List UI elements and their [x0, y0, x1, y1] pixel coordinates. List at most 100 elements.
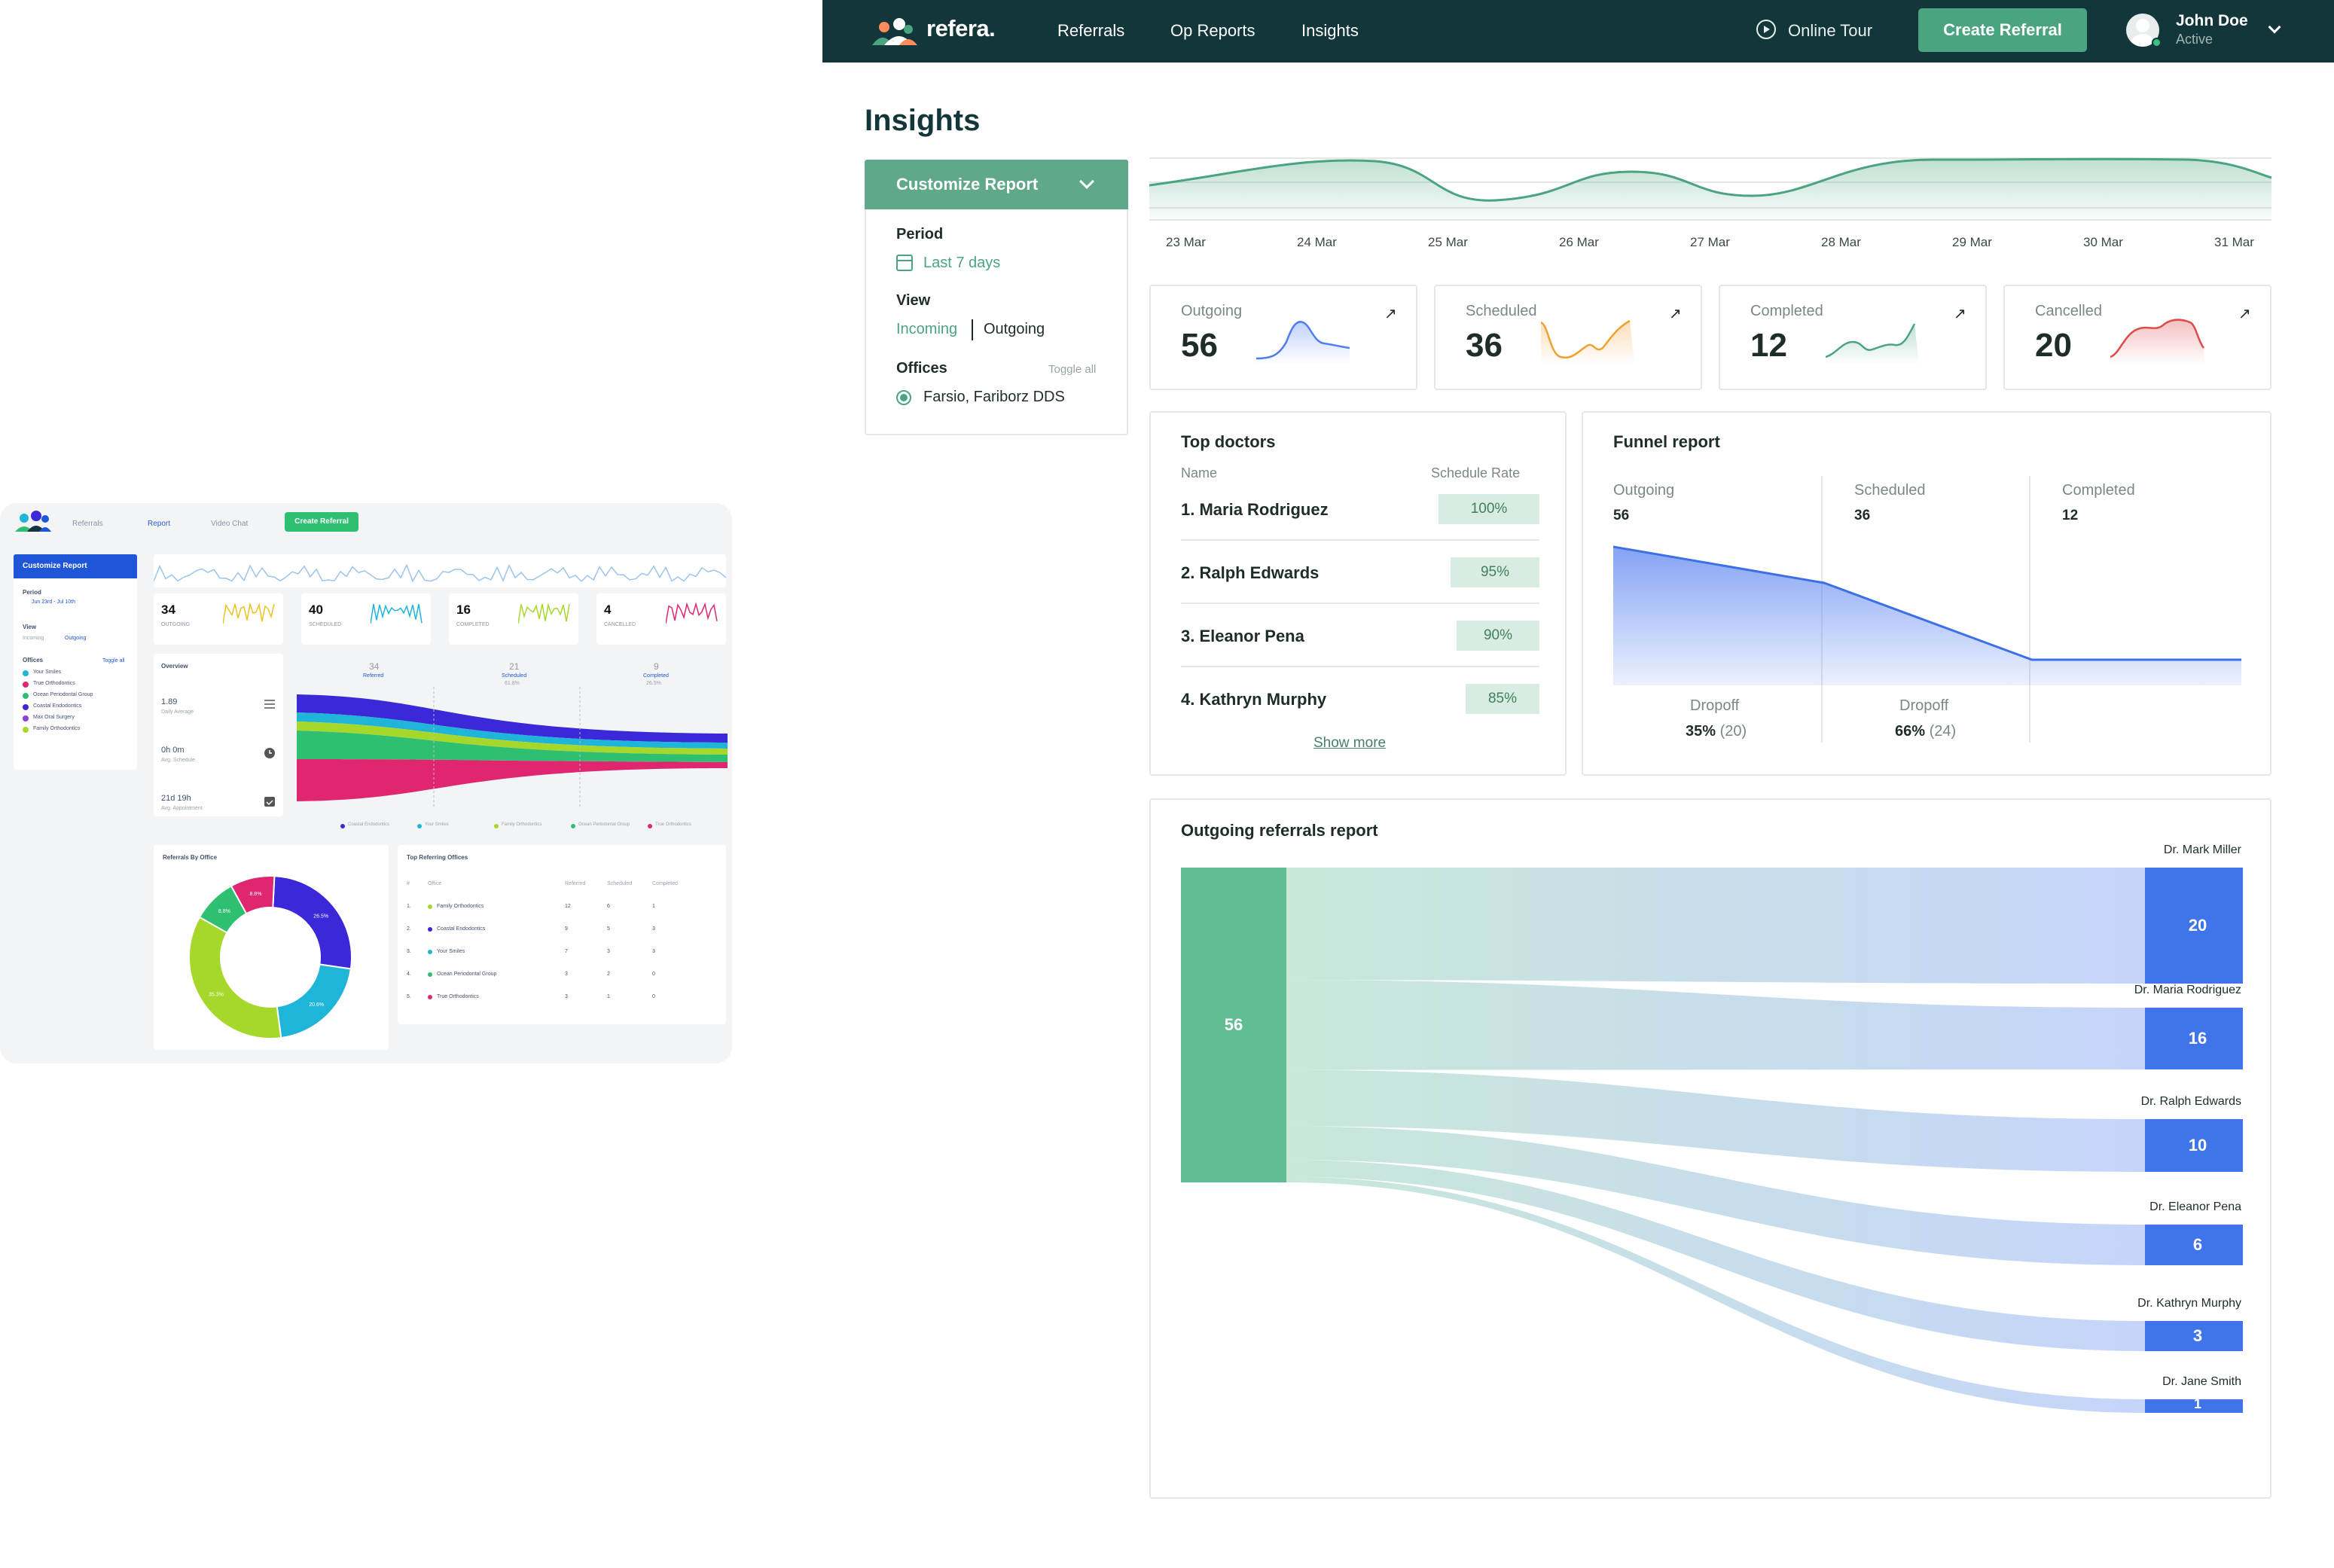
- preview-table-cell: 1.: [407, 904, 411, 909]
- preview-stat-card[interactable]: 4 CANCELLED: [596, 593, 726, 645]
- preview-table-panel: Top Referring Offices # Office Referred Sch…: [398, 845, 726, 1024]
- donut-slice-label: 20.6%: [309, 1002, 324, 1008]
- preview-period-label: Period: [23, 589, 41, 596]
- sankey-flow[interactable]: [1286, 980, 2145, 1070]
- preview-nav-report[interactable]: Report: [148, 520, 171, 528]
- sankey-target-label: Dr. Jane Smith: [2162, 1375, 2241, 1388]
- dropoff-pct-1: 35%: [1686, 723, 1716, 740]
- stat-sparkline: [1826, 323, 1919, 365]
- doctor-name[interactable]: 3. Eleanor Pena: [1181, 627, 1304, 645]
- view-outgoing-toggle[interactable]: Outgoing: [984, 321, 1045, 337]
- sankey-target-node[interactable]: [2145, 1119, 2243, 1172]
- preview-view-outgoing[interactable]: Outgoing: [65, 636, 87, 641]
- arrow-up-right-icon[interactable]: ↗: [1954, 306, 1966, 322]
- nav-insights[interactable]: Insights: [1301, 21, 1359, 40]
- preview-legend-item: True Orthodontics: [655, 822, 691, 827]
- stat-value: 56: [1181, 327, 1218, 364]
- preview-legend-item: Family Orthodontics: [502, 822, 542, 827]
- preview-customize-header[interactable]: Customize Report: [14, 554, 137, 578]
- sankey-flow[interactable]: [1286, 1176, 2145, 1413]
- preview-office-item[interactable]: Ocean Periodontal Group: [33, 692, 93, 697]
- nav-referrals[interactable]: Referrals: [1057, 21, 1125, 40]
- office-dot-icon: [23, 727, 29, 733]
- office-name[interactable]: Farsio, Fariborz DDS: [923, 389, 1065, 405]
- preview-office-item[interactable]: Max Oral Surgery: [33, 715, 75, 720]
- stat-label: Outgoing: [1181, 303, 1243, 319]
- preview-toggle-all[interactable]: Toggle all: [102, 658, 125, 664]
- dropoff-count-1: (20): [1719, 723, 1747, 740]
- dropoff-value-1: 35% (20): [1686, 723, 1747, 740]
- customize-report-header[interactable]: Customize Report: [865, 160, 1128, 209]
- sankey-target-node[interactable]: [2145, 1321, 2243, 1351]
- preview-stat-card[interactable]: 16 COMPLETED: [449, 593, 578, 645]
- play-circle-icon[interactable]: [1756, 20, 1776, 39]
- sankey-flow[interactable]: [1286, 1160, 2145, 1351]
- preview-nav-referrals[interactable]: Referrals: [72, 520, 103, 528]
- preview-stat-label: CANCELLED: [604, 622, 636, 627]
- schedule-rate-badge: 95%: [1451, 557, 1539, 587]
- show-more-link[interactable]: Show more: [1313, 735, 1387, 751]
- create-referral-button[interactable]: Create Referral: [1918, 8, 2087, 52]
- nav-op-reports[interactable]: Op Reports: [1170, 21, 1255, 40]
- period-select[interactable]: Last 7 days: [923, 255, 1001, 271]
- activity-area-chart: [1149, 157, 2271, 221]
- donut-slice[interactable]: [276, 963, 352, 1039]
- row-divider: [1181, 539, 1539, 541]
- preview-table-cell: 3: [607, 949, 610, 954]
- sankey-flow[interactable]: [1286, 868, 2145, 984]
- preview-period-value[interactable]: Jun 23rd - Jul 10th: [32, 599, 75, 605]
- preview-nav-video-chat[interactable]: Video Chat: [211, 520, 249, 528]
- preview-table-cell: 5.: [407, 994, 411, 999]
- stat-card-completed[interactable]: Completed 12 ↗: [1719, 285, 1987, 390]
- preview-table-cell: 2: [607, 972, 610, 977]
- office-dot-icon: [428, 927, 432, 932]
- preview-stat-value: 40: [309, 602, 323, 617]
- sankey-target-node[interactable]: [2145, 1399, 2243, 1413]
- toggle-all-link[interactable]: Toggle all: [1048, 363, 1097, 376]
- stat-label: Scheduled: [1466, 303, 1537, 319]
- stat-card-cancelled[interactable]: Cancelled 20 ↗: [2003, 285, 2271, 390]
- doctor-name[interactable]: 4. Kathryn Murphy: [1181, 690, 1327, 709]
- preview-office-item[interactable]: True Orthodontics: [33, 681, 75, 686]
- office-dot-icon: [428, 972, 432, 977]
- brand-name[interactable]: refera.: [926, 15, 996, 41]
- doctor-name[interactable]: 2. Ralph Edwards: [1181, 563, 1320, 582]
- doctor-name[interactable]: 1. Maria Rodriguez: [1181, 500, 1329, 519]
- top-doctors-title: Top doctors: [1181, 432, 1276, 451]
- donut-slice[interactable]: [272, 875, 352, 970]
- preview-office-item[interactable]: Family Orthodontics: [33, 726, 81, 731]
- preview-create-referral-button[interactable]: Create Referral: [285, 512, 358, 532]
- arrow-up-right-icon[interactable]: ↗: [1669, 306, 1682, 322]
- stat-value: 20: [2035, 327, 2072, 364]
- donut-slice[interactable]: [188, 916, 282, 1039]
- sankey-target-node[interactable]: [2145, 1008, 2243, 1069]
- sankey-flow[interactable]: [1286, 1126, 2145, 1265]
- sankey-target-node[interactable]: [2145, 1225, 2243, 1265]
- preview-stat-card[interactable]: 40 SCHEDULED: [301, 593, 431, 645]
- chevron-down-icon[interactable]: [2268, 20, 2281, 34]
- user-name[interactable]: John Doe: [2176, 12, 2248, 29]
- preview-view-incoming[interactable]: Incoming: [23, 636, 44, 641]
- donut-slice[interactable]: [230, 875, 276, 915]
- office-dot-icon: [428, 950, 432, 954]
- preview-stat-card[interactable]: 34 OUTGOING: [154, 593, 283, 645]
- office-radio[interactable]: [896, 390, 911, 405]
- arrow-up-right-icon[interactable]: ↗: [1384, 306, 1397, 322]
- sankey-flow[interactable]: [1286, 1069, 2145, 1172]
- timeline-date-label: 25 Mar: [1428, 235, 1468, 249]
- arrow-up-right-icon[interactable]: ↗: [2238, 306, 2251, 322]
- sankey-target-node[interactable]: [2145, 868, 2243, 984]
- online-tour-link[interactable]: Online Tour: [1788, 21, 1873, 40]
- preview-table-cell: 7: [565, 949, 568, 954]
- preview-table-cell: 3.: [407, 949, 411, 954]
- stat-card-outgoing[interactable]: Outgoing 56 ↗: [1149, 285, 1417, 390]
- funnel-stage-label-1: Outgoing: [1613, 482, 1675, 499]
- stat-card-scheduled[interactable]: Scheduled 36 ↗: [1434, 285, 1702, 390]
- preview-office-item[interactable]: Coastal Endodontics: [33, 703, 82, 709]
- stat-value: 36: [1466, 327, 1503, 364]
- preview-office-item[interactable]: Your Smiles: [33, 670, 62, 675]
- sankey-target-label: Dr. Mark Miller: [2163, 843, 2241, 856]
- preview-overview-value-3: 21d 19h: [161, 794, 191, 803]
- view-incoming-toggle[interactable]: Incoming: [896, 321, 958, 337]
- preview-table-cell: 1: [652, 904, 655, 909]
